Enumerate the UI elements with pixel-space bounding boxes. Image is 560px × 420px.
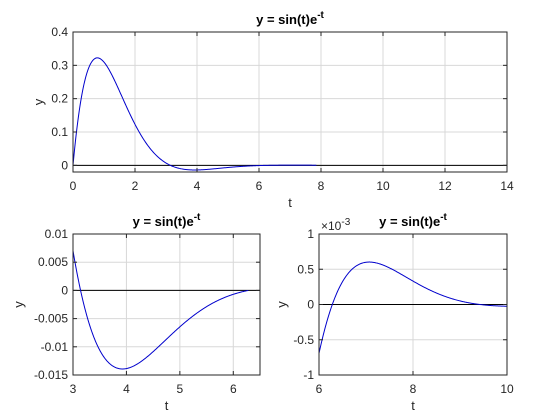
y-axis-exponent-power: -3 bbox=[341, 217, 350, 228]
x-tick-label: 8 bbox=[318, 179, 325, 193]
y-tick-label: -0.005 bbox=[34, 312, 68, 326]
data-series-line bbox=[72, 57, 317, 171]
x-tick-label: 4 bbox=[194, 179, 201, 193]
chart-title-base: y = sin(t)e bbox=[256, 12, 317, 27]
chart-title: y = sin(t)e-t bbox=[379, 212, 447, 229]
y-tick-label: 0.1 bbox=[51, 125, 68, 139]
y-tick-label: 0.01 bbox=[45, 227, 69, 241]
y-axis-exponent-base: ×10 bbox=[321, 219, 342, 233]
y-tick-label: 0.005 bbox=[38, 255, 68, 269]
y-tick-label: -1 bbox=[303, 368, 314, 382]
bottom-right-plot: 6 8 10 -1 -0.5 0 0.5 1 t y y = sin(t)e-t ×10-3 bbox=[274, 212, 514, 413]
x-tick-label: 6 bbox=[316, 382, 323, 396]
x-tick-label: 4 bbox=[123, 382, 130, 396]
y-tick-label: 0.2 bbox=[51, 92, 68, 106]
x-tick-label: 14 bbox=[500, 179, 514, 193]
chart-title: y = sin(t)e-t bbox=[133, 212, 201, 229]
chart-title-exponent: -t bbox=[440, 212, 447, 223]
x-tick-label: 2 bbox=[132, 179, 139, 193]
x-tick-label: 0 bbox=[70, 179, 77, 193]
y-axis-label: y bbox=[11, 301, 26, 308]
top-plot: 0 2 4 6 8 10 12 14 0 0.1 0.2 0.3 0.4 t y y = sin(t)e-t bbox=[31, 10, 514, 210]
axes-frame bbox=[72, 31, 508, 173]
chart-title: y = sin(t)e-t bbox=[256, 10, 324, 27]
chart-title-exponent: -t bbox=[317, 10, 324, 21]
y-tick-label: 0.3 bbox=[51, 58, 68, 72]
y-tick-label: 0 bbox=[61, 283, 68, 297]
y-tick-label: 0.4 bbox=[51, 25, 68, 39]
y-tick-label: 1 bbox=[307, 227, 314, 241]
x-axis-label: t bbox=[288, 195, 292, 210]
y-tick-label: 0 bbox=[307, 298, 314, 312]
x-tick-label: 5 bbox=[177, 382, 184, 396]
y-axis-label: y bbox=[274, 301, 289, 308]
y-tick-label: 0 bbox=[61, 158, 68, 172]
x-tick-label: 6 bbox=[256, 179, 263, 193]
x-tick-label: 10 bbox=[500, 382, 514, 396]
chart-title-base: y = sin(t)e bbox=[133, 214, 194, 229]
y-axis-exponent: ×10-3 bbox=[321, 217, 351, 233]
x-tick-label: 10 bbox=[376, 179, 390, 193]
chart-title-base: y = sin(t)e bbox=[379, 214, 440, 229]
x-axis-label: t bbox=[411, 398, 415, 413]
axes-frame bbox=[72, 233, 261, 376]
y-tick-label: -0.01 bbox=[41, 340, 69, 354]
bottom-left-plot: 3 4 5 6 -0.015 -0.01 -0.005 0 0.005 0.01 t y y = sin… bbox=[11, 212, 261, 413]
y-tick-label: 0.5 bbox=[297, 262, 314, 276]
x-tick-label: 3 bbox=[70, 382, 77, 396]
x-tick-label: 12 bbox=[438, 179, 452, 193]
chart-title-exponent: -t bbox=[194, 212, 201, 223]
x-tick-label: 8 bbox=[410, 382, 417, 396]
x-axis-label: t bbox=[165, 398, 169, 413]
data-series-line bbox=[72, 250, 249, 370]
x-tick-label: 6 bbox=[230, 382, 237, 396]
data-series-line bbox=[318, 261, 508, 354]
y-axis-label: y bbox=[31, 98, 46, 105]
y-tick-label: -0.015 bbox=[34, 368, 68, 382]
y-tick-label: -0.5 bbox=[293, 333, 314, 347]
